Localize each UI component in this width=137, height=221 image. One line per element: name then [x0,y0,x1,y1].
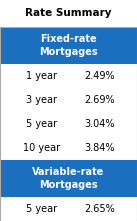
Text: Variable-rate
Mortgages: Variable-rate Mortgages [32,167,105,190]
Bar [0,112,137,136]
Bar [0,88,137,112]
Text: 2.49%: 2.49% [85,71,115,81]
Text: 10 year: 10 year [23,143,60,153]
Text: 3 year: 3 year [26,95,57,105]
Bar [0,197,137,221]
Text: Rate Summary: Rate Summary [25,8,112,19]
Text: 3.84%: 3.84% [85,143,115,153]
Bar [0,64,137,88]
Text: 2.65%: 2.65% [85,204,115,214]
Text: 3.04%: 3.04% [85,119,115,129]
Text: Fixed-rate
Mortgages: Fixed-rate Mortgages [39,34,98,57]
Text: 2.69%: 2.69% [85,95,115,105]
Bar [0,136,137,160]
Text: 1 year: 1 year [26,71,57,81]
Bar [0,27,137,64]
Text: 5 year: 5 year [25,204,57,214]
Bar [0,160,137,197]
Text: 5 year: 5 year [25,119,57,129]
Bar [0,27,137,221]
